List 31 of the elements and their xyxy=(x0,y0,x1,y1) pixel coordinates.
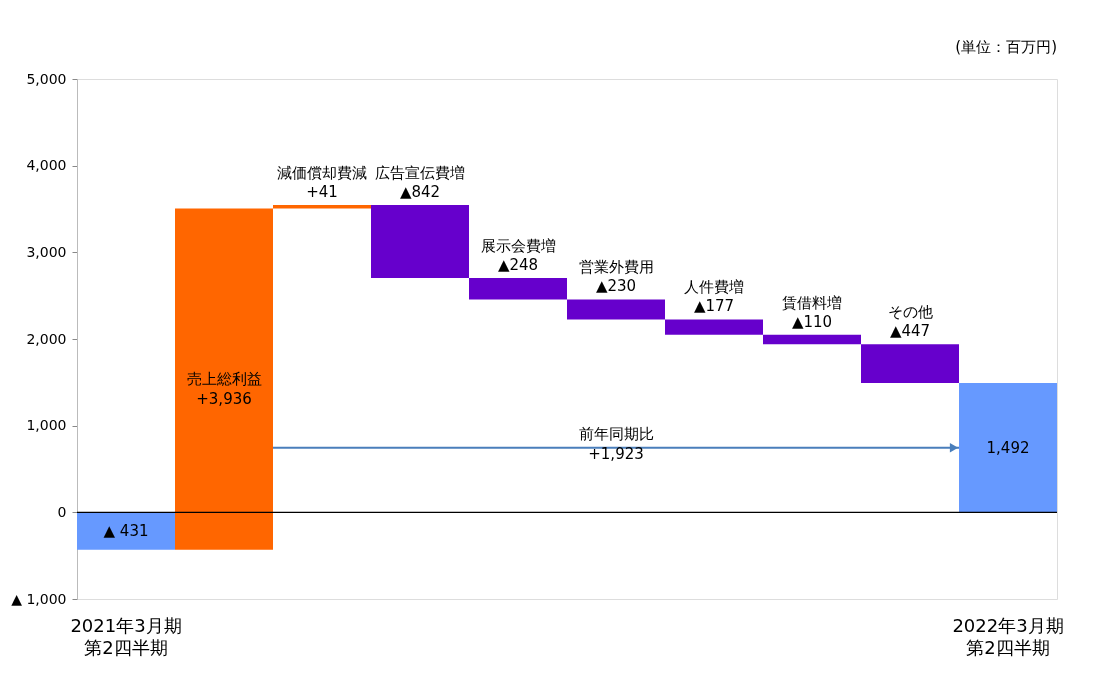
bar xyxy=(469,277,567,300)
y-tick-label: 4,000 xyxy=(26,157,67,174)
bar xyxy=(959,383,1057,513)
data-label: 減価償却費減 +41 xyxy=(277,164,367,202)
y-tick-label: ▲ 1,000 xyxy=(11,590,67,607)
data-label: 賃借料増 ▲110 xyxy=(782,293,842,331)
text: (単位：百万円) xyxy=(955,38,1057,56)
bar xyxy=(77,512,175,550)
bar xyxy=(763,334,861,345)
bar xyxy=(861,344,959,384)
data-label: 売上総利益 +3,936 xyxy=(186,370,262,409)
bar xyxy=(567,299,665,320)
y-tick-label: 1,000 xyxy=(26,417,67,434)
y-tick-label: 2,000 xyxy=(26,330,67,347)
data-label: 人件費増 ▲177 xyxy=(684,278,744,316)
data-label: 広告宣伝費増 ▲842 xyxy=(375,164,465,202)
bar xyxy=(371,205,469,278)
bar xyxy=(665,319,763,335)
x-tick-label: 2021年3月期第2四半期 xyxy=(70,614,182,658)
y-tick-label: 5,000 xyxy=(26,70,67,87)
data-label: 営業外費用 ▲230 xyxy=(578,258,654,296)
bar xyxy=(175,208,273,550)
y-tick-label: 0 xyxy=(57,503,67,520)
annotation: 前年同期比 +1,923 xyxy=(578,424,654,463)
data-label: ▲ 431 xyxy=(103,522,149,541)
bar xyxy=(273,205,371,209)
data-label: 展示会費増 ▲248 xyxy=(480,236,556,274)
data-label: その他 ▲447 xyxy=(887,303,933,341)
data-label: 1,492 xyxy=(986,438,1030,457)
x-tick-label: 2022年3月期第2四半期 xyxy=(952,614,1064,658)
y-tick-label: 3,000 xyxy=(26,243,67,260)
